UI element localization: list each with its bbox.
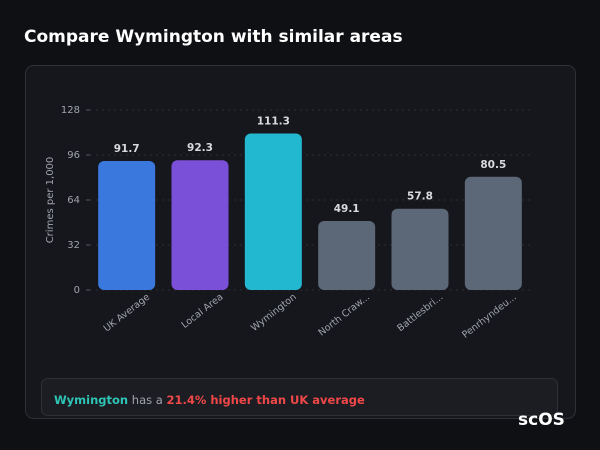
summary-text: Wymington has a 21.4% higher than UK ave…	[54, 393, 365, 407]
value-label: 57.8	[407, 191, 433, 203]
y-tick-label: 0	[74, 285, 80, 296]
y-tick-label: 64	[67, 195, 80, 206]
chart-title: Compare Wymington with similar areas	[24, 27, 403, 47]
summary-highlight: 21.4% higher than UK average	[166, 393, 365, 407]
value-label: 111.3	[257, 115, 290, 127]
value-label: 91.7	[114, 143, 140, 155]
value-label: 92.3	[187, 142, 213, 154]
summary-phrase: has a	[132, 393, 163, 407]
summary-area: Wymington	[54, 393, 128, 407]
bar	[391, 208, 449, 290]
y-tick-label: 128	[61, 105, 80, 116]
logo: scOS	[518, 410, 565, 430]
bar	[171, 160, 229, 290]
bar	[464, 176, 522, 290]
summary-box	[41, 378, 558, 416]
bar	[98, 161, 156, 290]
y-tick-label: 96	[67, 150, 80, 161]
value-label: 49.1	[334, 203, 360, 215]
value-label: 80.5	[480, 159, 506, 171]
y-tick-label: 32	[67, 240, 80, 251]
bar	[318, 220, 376, 290]
y-axis-title: Crimes per 1,000	[45, 157, 56, 244]
bar	[244, 133, 302, 290]
